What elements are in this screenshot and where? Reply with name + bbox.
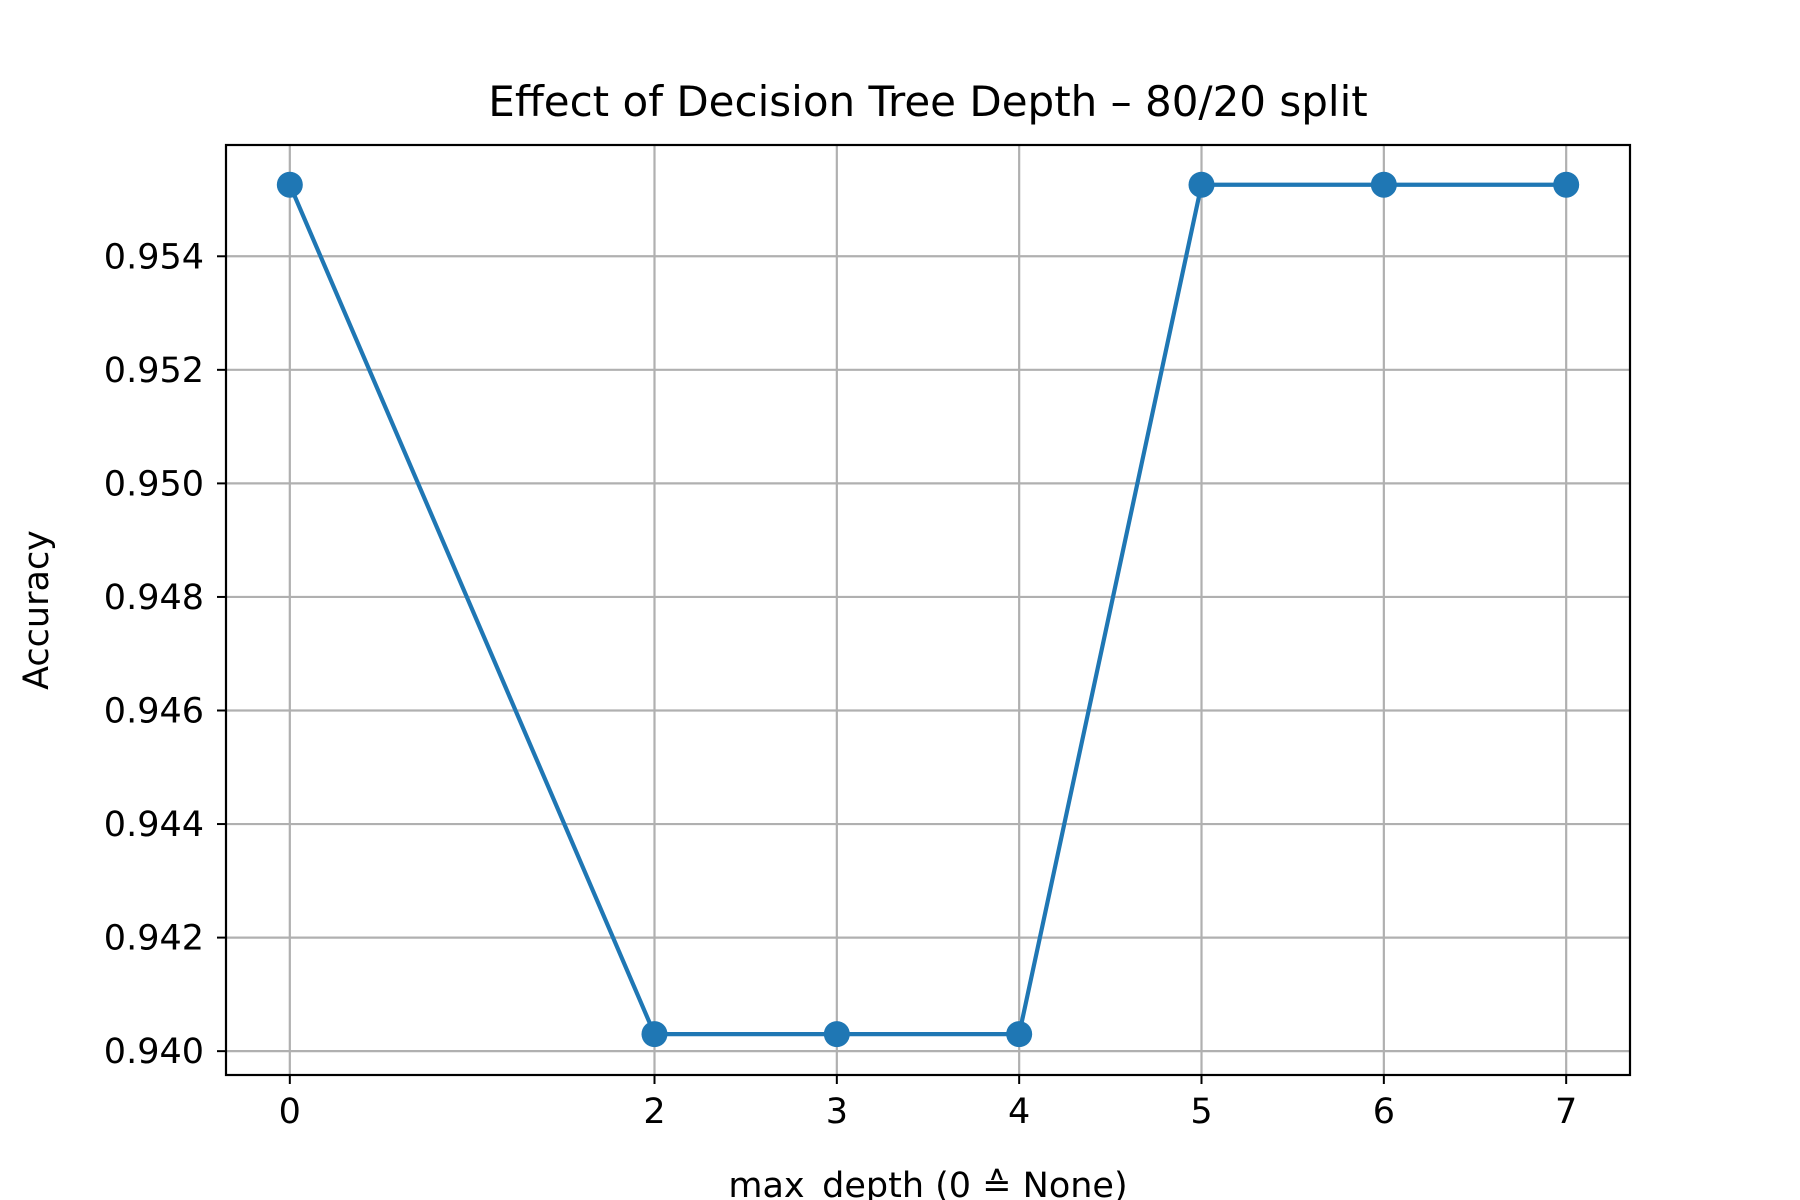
x-tick-label: 7	[1555, 1092, 1577, 1132]
x-tick-label: 3	[826, 1092, 848, 1132]
y-tick-label: 0.946	[104, 691, 204, 731]
x-tick-label: 0	[279, 1092, 301, 1132]
y-axis-label: Accuracy	[17, 530, 57, 690]
data-point	[641, 1021, 668, 1048]
x-axis-label: max_depth (0 ≙ None)	[728, 1166, 1127, 1200]
y-tick-label: 0.942	[104, 919, 204, 959]
plot-frame	[224, 143, 1632, 1077]
chart-title: Effect of Decision Tree Depth – 80/20 sp…	[488, 77, 1367, 126]
y-tick-label: 0.944	[104, 805, 204, 845]
data-point	[823, 1021, 850, 1048]
data-point	[276, 171, 303, 198]
y-axis-ticks: 0.940 0.942 0.944 0.946 0.948 0.950 0.952 0.954	[104, 237, 226, 1072]
x-gridlines	[288, 145, 1568, 1075]
series-layer	[276, 171, 1580, 1048]
x-tick-label: 2	[643, 1092, 665, 1132]
y-tick-label: 0.952	[104, 351, 204, 391]
data-point	[1553, 171, 1580, 198]
y-tick-label: 0.954	[104, 237, 204, 277]
data-point	[1006, 1021, 1033, 1048]
series-line	[287, 182, 1567, 1037]
x-axis-ticks: 0 2 3 4 5 6 7	[279, 1075, 1577, 1132]
x-tick-label: 6	[1373, 1092, 1395, 1132]
y-tick-label: 0.950	[104, 464, 204, 504]
x-tick-label: 5	[1190, 1092, 1212, 1132]
data-point	[1370, 171, 1397, 198]
x-tick-label: 4	[1008, 1092, 1030, 1132]
data-point	[1188, 171, 1215, 198]
y-gridlines	[226, 255, 1630, 1053]
y-tick-label: 0.948	[104, 578, 204, 618]
y-tick-label: 0.940	[104, 1032, 204, 1072]
